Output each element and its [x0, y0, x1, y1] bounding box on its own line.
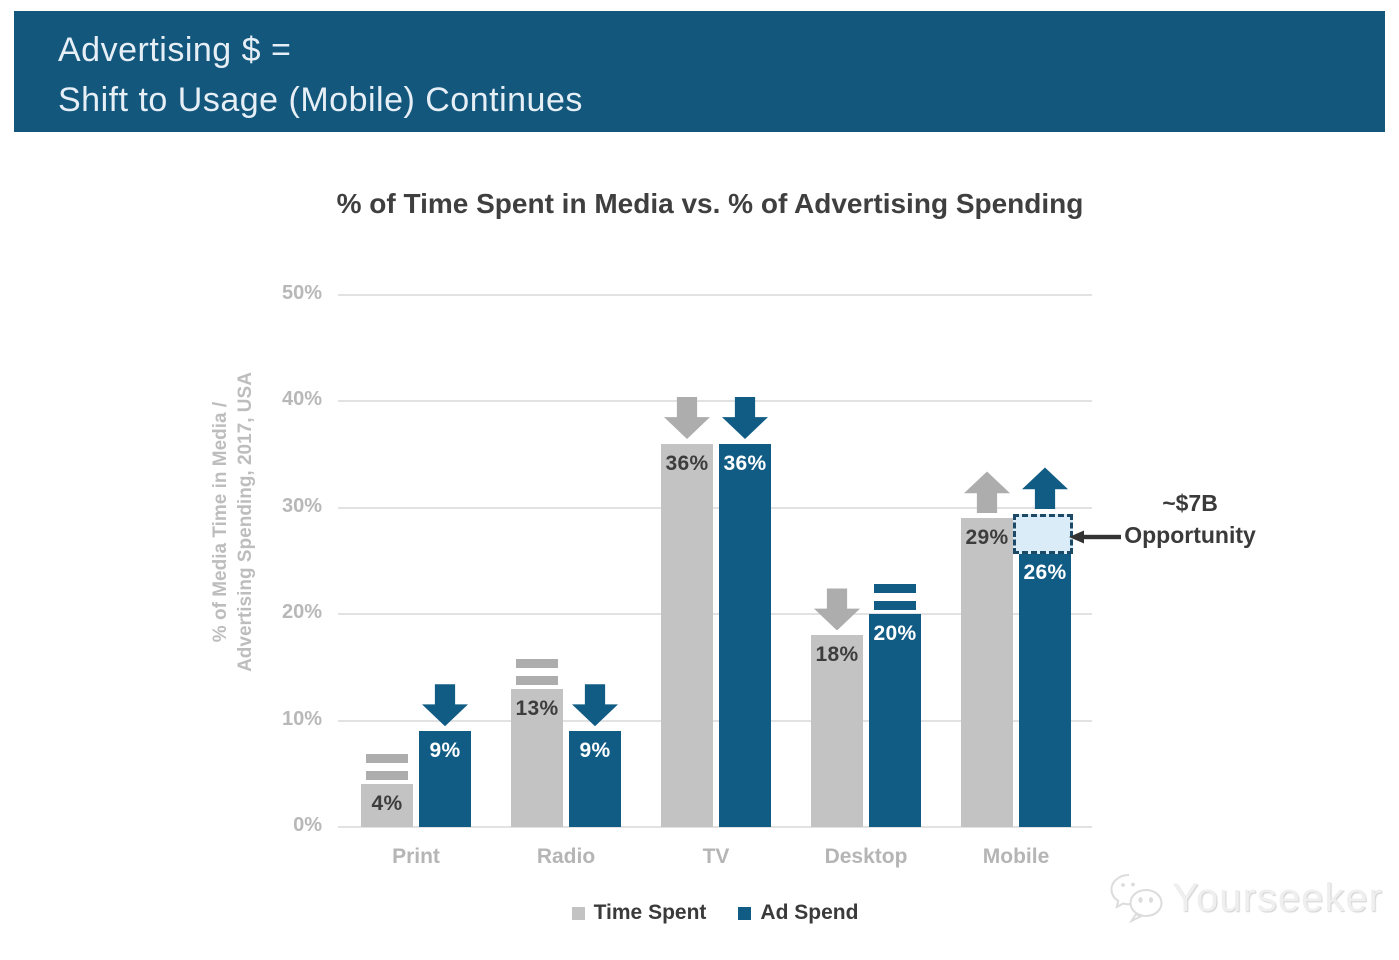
gridline-50%	[338, 294, 1092, 296]
equals-bar	[516, 658, 558, 668]
opportunity-amount: ~$7B	[1162, 490, 1218, 516]
equals-bar	[366, 771, 408, 781]
bar-value-print-time-spent: 4%	[371, 792, 403, 816]
header-title-line2: Shift to Usage (Mobile) Continues	[58, 81, 583, 119]
bar-desktop-ad-spend	[869, 614, 921, 827]
equals-icon-print-time-spent	[366, 754, 408, 781]
legend-item-ad-spend: Ad Spend	[738, 901, 858, 925]
y-tick-20%: 20%	[281, 601, 322, 624]
bar-value-tv-ad-spend: 36%	[723, 451, 767, 475]
bar-tv-ad-spend	[719, 443, 771, 827]
category-label-radio: Radio	[536, 845, 596, 868]
chart-legend: Time Spent Ad Spend	[338, 901, 1092, 925]
category-label-tv: TV	[702, 845, 730, 868]
bar-value-tv-time-spent: 36%	[665, 451, 709, 475]
gridline-0%	[338, 826, 1092, 828]
y-tick-40%: 40%	[281, 388, 322, 411]
y-tick-30%: 30%	[281, 494, 322, 517]
bar-value-desktop-time-spent: 18%	[815, 643, 859, 667]
left-arrow-icon	[1069, 530, 1121, 544]
legend-item-time-spent: Time Spent	[571, 901, 707, 925]
gridline-20%	[338, 613, 1092, 616]
bar-print-time-spent	[361, 784, 413, 827]
legend-label: Ad Spend	[760, 901, 859, 924]
bar-mobile-time-spent	[961, 518, 1013, 827]
category-label-print: Print	[392, 845, 440, 868]
equals-bar	[874, 601, 916, 611]
legend-swatch	[571, 906, 585, 920]
equals-icon-radio-time-spent	[516, 658, 558, 685]
legend-swatch	[738, 906, 752, 920]
bar-value-radio-ad-spend: 9%	[579, 739, 611, 763]
gridline-40%	[338, 400, 1092, 403]
y-tick-50%: 50%	[281, 282, 322, 304]
legend-label: Time Spent	[593, 901, 707, 924]
y-tick-0%: 0%	[293, 814, 322, 836]
bar-mobile-ad-spend	[1019, 550, 1071, 827]
equals-bar	[516, 675, 558, 685]
equals-bar	[874, 584, 916, 594]
bar-tv-time-spent	[661, 443, 713, 827]
bar-print-ad-spend	[419, 731, 471, 827]
y-tick-10%: 10%	[281, 707, 322, 730]
trend-down-icon-tv-time-spent	[664, 396, 710, 439]
bar-value-print-ad-spend: 9%	[429, 739, 461, 763]
bar-value-mobile-ad-spend: 26%	[1023, 561, 1067, 585]
trend-up-icon-mobile-ad-spend	[1022, 467, 1068, 510]
gridline-10%	[338, 719, 1092, 722]
header-banner: Advertising $ = Shift to Usage (Mobile) …	[14, 11, 1385, 132]
trend-down-icon-desktop-time-spent	[814, 588, 860, 631]
bar-value-desktop-ad-spend: 20%	[873, 622, 917, 646]
chart-title: % of Time Spent in Media vs. % of Advert…	[336, 188, 1084, 219]
bar-value-radio-time-spent: 13%	[515, 696, 559, 720]
gridline-30%	[338, 506, 1092, 509]
opportunity-box	[1013, 514, 1073, 555]
chat-bubbles-logo-icon	[1110, 874, 1163, 924]
watermark-text: Yourseeker	[1172, 875, 1383, 920]
header-title-line1: Advertising $ =	[58, 31, 292, 69]
trend-down-icon-tv-ad-spend	[722, 396, 768, 439]
bar-radio-time-spent	[511, 688, 563, 827]
watermark: Yourseeker	[1108, 872, 1383, 924]
bar-desktop-time-spent	[811, 635, 863, 827]
equals-bar	[366, 754, 408, 764]
opportunity-label: Opportunity	[1124, 522, 1256, 548]
bar-value-mobile-time-spent: 29%	[965, 526, 1009, 550]
category-label-desktop: Desktop	[824, 845, 908, 868]
bar-radio-ad-spend	[569, 731, 621, 827]
category-label-mobile: Mobile	[982, 845, 1050, 868]
equals-icon-desktop-ad-spend	[874, 584, 916, 611]
